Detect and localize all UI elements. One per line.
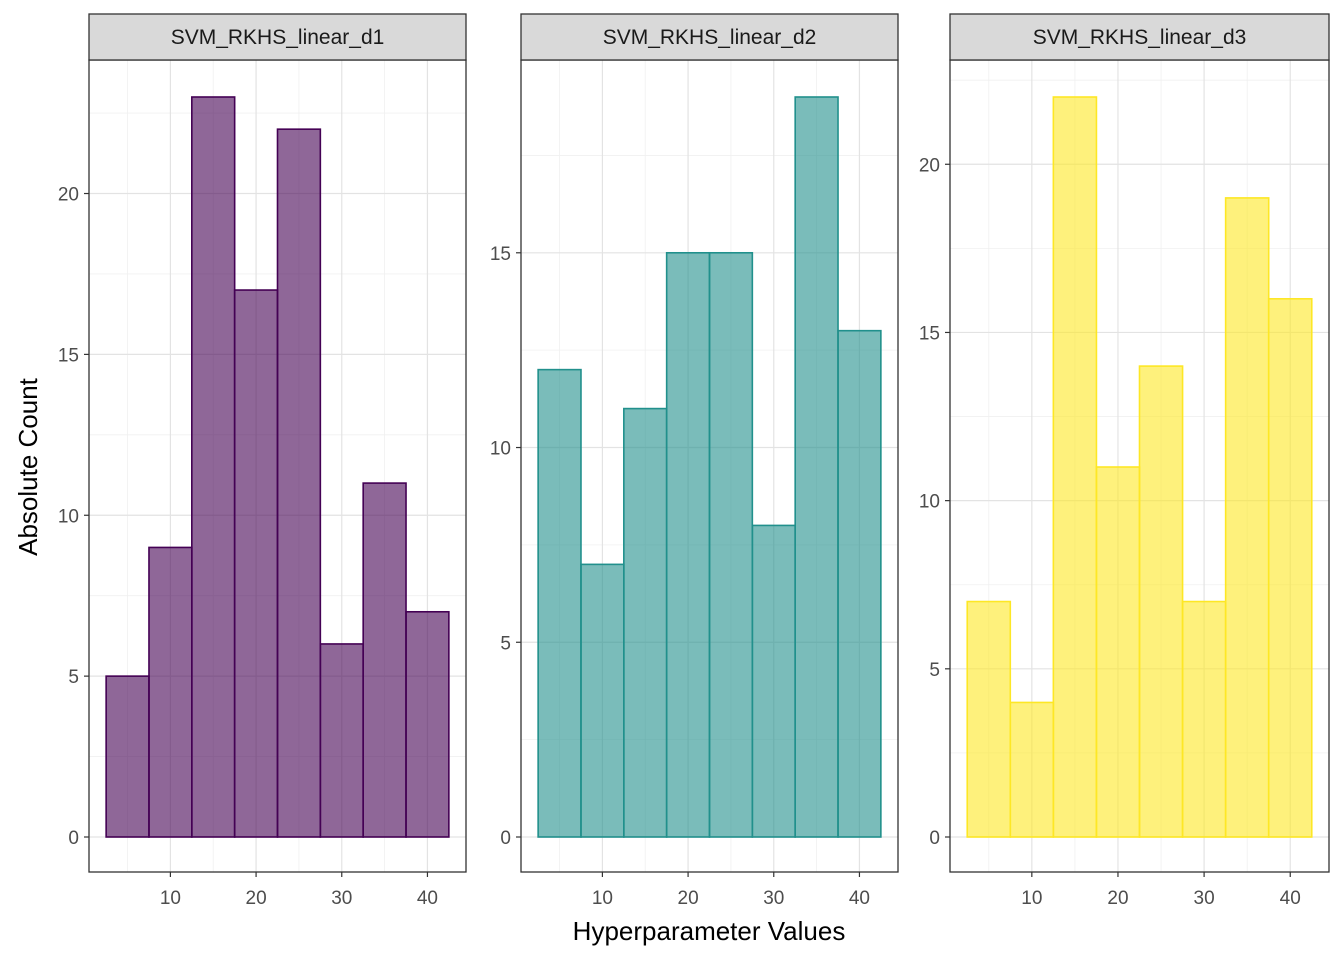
facet-strip-label: SVM_RKHS_linear_d1	[171, 26, 385, 49]
x-tick-label: 30	[331, 888, 352, 909]
y-tick-label: 10	[58, 506, 79, 527]
bars	[966, 96, 1313, 838]
y-tick-label: 10	[919, 492, 940, 513]
histogram-bar	[751, 524, 796, 838]
x-tick-label: 30	[1194, 888, 1215, 909]
facet-strip	[88, 13, 467, 61]
facet-strip-label: SVM_RKHS_linear_d3	[1033, 26, 1247, 49]
x-tick-label: 20	[1107, 888, 1128, 909]
histogram-bar	[105, 675, 150, 838]
y-axis: 0 5 10 15	[490, 244, 521, 849]
y-tick-label: 15	[490, 244, 511, 265]
histogram-bar	[1095, 466, 1141, 838]
bars	[105, 96, 450, 838]
y-axis-title: Absolute Count	[13, 377, 43, 556]
x-tick-label: 40	[849, 888, 870, 909]
y-tick-label: 0	[500, 828, 511, 849]
y-tick-label: 10	[490, 439, 511, 460]
histogram-bar	[708, 251, 754, 838]
histogram-bar	[1052, 96, 1098, 838]
histogram-bar	[1181, 600, 1227, 838]
histogram-bar	[794, 96, 839, 838]
histogram-bar	[966, 600, 1012, 838]
facet-strip-label: SVM_RKHS_linear_d2	[603, 26, 817, 49]
x-tick-label: 10	[1021, 888, 1042, 909]
y-tick-label: 20	[919, 155, 940, 176]
x-tick-label: 40	[1280, 888, 1301, 909]
histogram-bar	[362, 482, 407, 838]
facet-strip	[949, 13, 1330, 61]
y-tick-label: 5	[929, 660, 940, 681]
x-axis-title: Hyperparameter Values	[573, 916, 846, 946]
x-tick-label: 20	[246, 888, 267, 909]
histogram-bar	[665, 251, 711, 838]
histogram-bar	[276, 128, 322, 838]
y-tick-label: 5	[500, 633, 511, 654]
histogram-bar	[405, 610, 450, 838]
histogram-bar	[191, 96, 236, 838]
y-tick-label: 15	[919, 323, 940, 344]
histogram-bar	[1138, 365, 1184, 838]
x-axis: 10 20 30 40	[160, 872, 438, 909]
x-tick-label: 20	[678, 888, 699, 909]
y-axis: 0 5 10 15 20	[919, 155, 950, 849]
y-tick-label: 15	[58, 345, 79, 366]
y-tick-label: 5	[68, 667, 79, 688]
histogram-bar	[1009, 701, 1055, 838]
histogram-bar	[837, 329, 882, 838]
bars	[537, 96, 882, 838]
y-tick-label: 0	[929, 828, 940, 849]
panel-1: SVM_RKHS_linear_d1 0 5 10 15 20 10 20 30 40	[58, 13, 467, 909]
x-axis: 10 20 30 40	[1021, 872, 1301, 909]
histogram-bar	[148, 546, 193, 838]
histogram-bar	[319, 643, 364, 838]
x-tick-label: 10	[160, 888, 181, 909]
histogram-bar	[233, 289, 279, 838]
x-tick-label: 40	[417, 888, 438, 909]
histogram-bar	[580, 563, 625, 838]
y-tick-label: 0	[68, 828, 79, 849]
panel-3: SVM_RKHS_linear_d3 0 5 10 15 20 10 20 30 40	[919, 13, 1330, 909]
histogram-bar	[1224, 197, 1270, 838]
x-axis: 10 20 30 40	[592, 872, 870, 909]
histogram-bar	[537, 368, 582, 838]
facet-strip	[520, 13, 899, 61]
panel-2: SVM_RKHS_linear_d2 0 5 10 15 10 20 30 40	[490, 13, 899, 909]
y-tick-label: 20	[58, 185, 79, 206]
x-tick-label: 30	[763, 888, 784, 909]
histogram-bar	[623, 407, 668, 838]
x-tick-label: 10	[592, 888, 613, 909]
y-axis: 0 5 10 15 20	[58, 185, 89, 849]
histogram-bar	[1267, 298, 1313, 838]
